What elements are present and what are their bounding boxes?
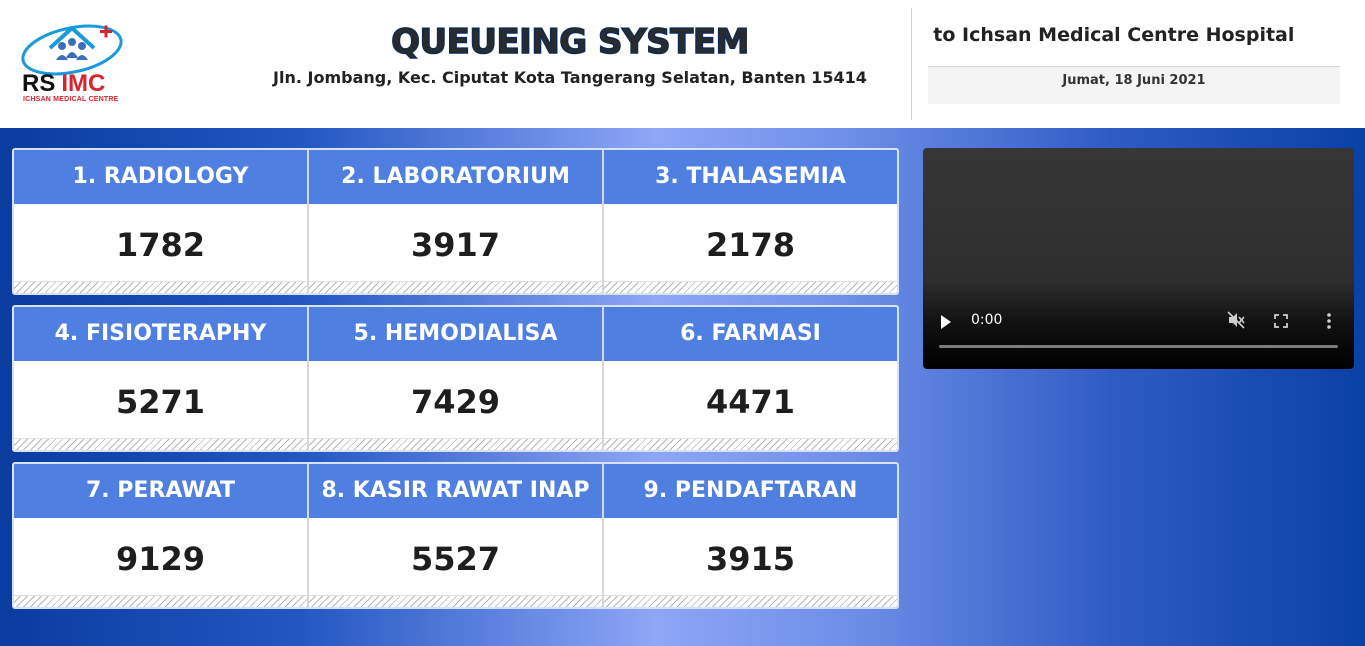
queue-card-footer [14,438,307,450]
logo-imc: IMC [61,70,106,97]
mute-icon[interactable] [1227,311,1245,329]
queue-card-label: 7. PERAWAT [14,464,307,518]
queue-card-footer [14,595,307,607]
queue-card-laboratorium: 2. LABORATORIUM 3917 [309,150,604,293]
queue-card-label: 6. FARMASI [604,307,897,361]
queue-card-thalasemia: 3. THALASEMIA 2178 [604,150,897,293]
queue-card-pendaftaran: 9. PENDAFTARAN 3915 [604,464,897,607]
queue-card-label: 3. THALASEMIA [604,150,897,204]
hospital-address: Jln. Jombang, Kec. Ciputat Kota Tangeran… [273,68,867,87]
queue-card-footer [604,595,897,607]
date-display: Jumat, 18 Juni 2021 [928,66,1340,104]
logo-rs: RS [22,70,56,97]
queue-card-label: 4. FISIOTERAPHY [14,307,307,361]
queue-card-farmasi: 6. FARMASI 4471 [604,307,897,450]
queue-card-fisioteraphy: 4. FISIOTERAPHY 5271 [14,307,309,450]
queue-card-footer [604,438,897,450]
queue-card-footer [309,438,602,450]
queue-card-label: 2. LABORATORIUM [309,150,602,204]
logo-subtitle: ICHSAN MEDICAL CENTRE [23,96,119,103]
queue-card-number: 2178 [705,226,796,264]
header: RS IMC ICHSAN MEDICAL CENTRE QUEUEING SYS… [0,0,1365,128]
video-progress-bar[interactable] [939,345,1338,348]
queue-card-footer [309,595,602,607]
main-panel: 1. RADIOLOGY 1782 2. LABORATORIUM 3917 3… [0,128,1365,646]
queue-card-number: 4471 [705,383,796,421]
queue-row-2: 4. FISIOTERAPHY 5271 5. HEMODIALISA 7429… [12,305,899,452]
queue-card-number: 1782 [115,226,206,264]
queue-card-number: 5527 [410,540,501,578]
hospital-logo [20,18,138,110]
queue-card-label: 5. HEMODIALISA [309,307,602,361]
queue-card-hemodialisa: 5. HEMODIALISA 7429 [309,307,604,450]
queue-card-label: 9. PENDAFTARAN [604,464,897,518]
queue-card-number: 7429 [410,383,501,421]
queue-card-number: 3915 [705,540,796,578]
fullscreen-icon[interactable] [1274,314,1288,328]
more-options-icon[interactable] [1326,312,1332,330]
page-title: QUEUEING SYSTEM [390,21,750,63]
queue-card-footer [604,281,897,293]
queue-card-number: 5271 [115,383,206,421]
queue-card-number: 9129 [115,540,206,578]
welcome-marquee: Welcome to Ichsan Medical Centre Hospita… [928,20,1340,54]
queue-card-kasir-rawat-inap: 8. KASIR RAWAT INAP 5527 [309,464,604,607]
play-icon[interactable] [941,315,951,329]
queue-card-footer [14,281,307,293]
header-divider [911,8,912,120]
logo-wordmark: RS IMC [22,72,105,96]
queue-card-number: 3917 [410,226,501,264]
video-time: 0:00 [971,312,1003,328]
queue-card-radiology: 1. RADIOLOGY 1782 [14,150,309,293]
queue-card-footer [309,281,602,293]
queue-card-label: 1. RADIOLOGY [14,150,307,204]
queue-card-label: 8. KASIR RAWAT INAP [309,464,602,518]
queue-card-perawat: 7. PERAWAT 9129 [14,464,309,607]
marquee-text: Welcome to Ichsan Medical Centre Hospita… [928,24,1295,46]
queue-row-3: 7. PERAWAT 9129 8. KASIR RAWAT INAP 5527… [12,462,899,609]
video-player[interactable]: 0:00 [923,148,1354,369]
queue-row-1: 1. RADIOLOGY 1782 2. LABORATORIUM 3917 3… [12,148,899,295]
